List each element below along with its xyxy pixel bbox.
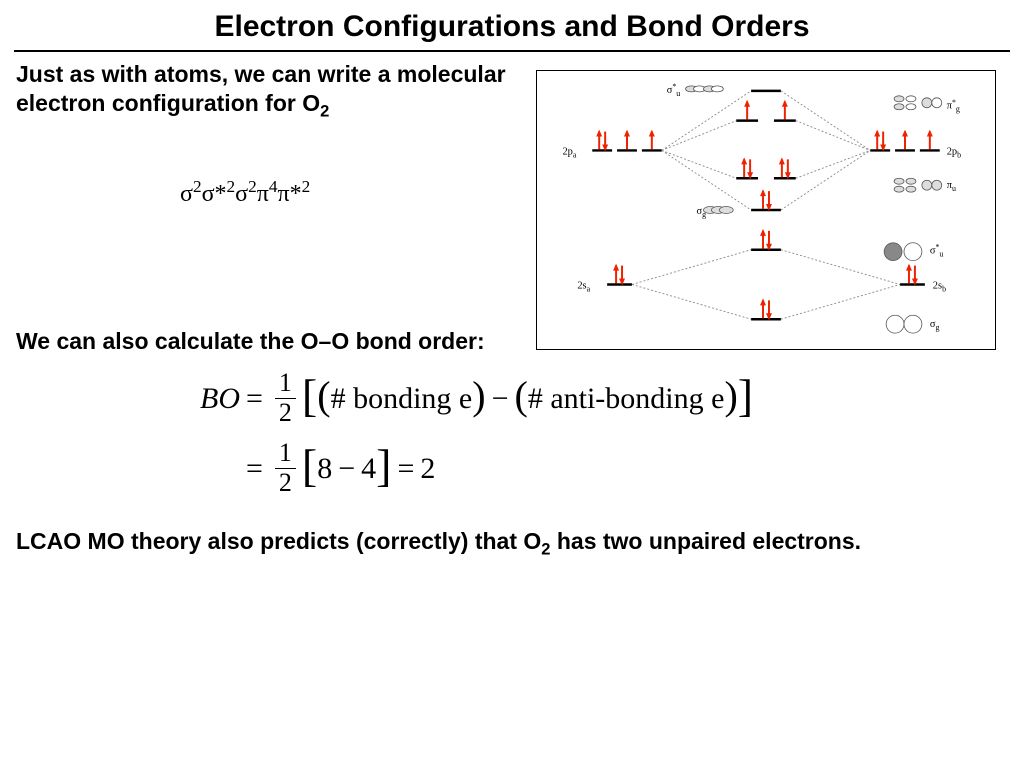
svg-text:2pb: 2pb [947, 146, 961, 159]
third-a: LCAO MO theory also predicts (correctly)… [16, 528, 541, 554]
formula-line-2: BO = 12 [ 8 − 4 ] = 2 [200, 439, 1024, 497]
rbracket-1: ] [738, 371, 753, 422]
lab-sg2-sub: g [935, 323, 939, 332]
half1-n: 1 [275, 369, 296, 399]
bond-order-formula: BO = 12 [ ( # bonding e ) − ( # anti-bon… [200, 369, 1024, 497]
half2-d: 2 [275, 469, 296, 498]
intro-part-a: Just as with atoms, we can write a molec… [16, 61, 506, 116]
cfg-e5: 2 [302, 177, 311, 196]
cfg-s4: π [257, 181, 269, 207]
antibonding-text: # anti-bonding e [528, 382, 725, 415]
lab-2pb-sub: b [957, 150, 961, 159]
minus-2: − [338, 452, 355, 485]
svg-text:σg: σg [930, 319, 940, 332]
lab-2sb-sub: b [942, 284, 946, 293]
mo-diagram-svg: 2sa 2sb σg σ*u 2pa 2pb σg πu π*g σ*u [537, 71, 995, 349]
cfg-s2: σ* [202, 181, 227, 207]
lparen-1: ( [317, 374, 330, 418]
minus-1: − [492, 382, 509, 415]
half2-n: 1 [275, 439, 296, 469]
lab-2pa-sub: a [573, 150, 577, 159]
rparen-1: ) [472, 374, 485, 418]
result: 2 [420, 452, 435, 485]
svg-text:2pa: 2pa [562, 146, 576, 159]
cfg-e3: 2 [248, 177, 257, 196]
cfg-e4: 4 [269, 177, 278, 196]
svg-text:σ*u: σ*u [930, 243, 944, 259]
half1-d: 2 [275, 399, 296, 428]
third-b: has two unpaired electrons. [550, 528, 861, 554]
cfg-e2: 2 [227, 177, 236, 196]
svg-text:2sb: 2sb [933, 280, 946, 293]
lab-2pa: 2p [562, 146, 572, 157]
cfg-s1: σ [180, 181, 193, 207]
page-title: Electron Configurations and Bond Orders [0, 0, 1024, 50]
half-2: 12 [275, 439, 296, 497]
cfg-s3: σ [235, 181, 248, 207]
svg-text:2sa: 2sa [577, 280, 590, 293]
half-1: 12 [275, 369, 296, 427]
formula-line-1: BO = 12 [ ( # bonding e ) − ( # anti-bon… [200, 369, 1024, 427]
lab-2sa: 2s [577, 280, 586, 291]
lab-2sa-sub: a [587, 284, 591, 293]
bo-symbol: BO [200, 382, 240, 415]
eq2: = [246, 452, 263, 485]
bonding-text: # bonding e [331, 382, 473, 415]
third-text: LCAO MO theory also predicts (correctly)… [0, 527, 1024, 560]
cfg-s5: π* [278, 181, 302, 207]
lab-su2-sub: u [939, 250, 943, 259]
svg-text:σ*u: σ*u [667, 82, 681, 98]
lab-2pb: 2p [947, 146, 957, 157]
calc-b: 4 [361, 452, 376, 485]
svg-text:π*g: π*g [947, 98, 960, 114]
svg-text:πu: πu [947, 180, 956, 193]
lbracket-2: [ [302, 441, 317, 492]
intro-subscript: 2 [320, 101, 329, 120]
lab-su-sub: u [676, 89, 680, 98]
mo-diagram: 2sa 2sb σg σ*u 2pa 2pb σg πu π*g σ*u [536, 70, 996, 350]
lab-2sb: 2s [933, 280, 942, 291]
intro-text: Just as with atoms, we can write a molec… [0, 52, 540, 122]
cfg-e1: 2 [193, 177, 202, 196]
rbracket-2: ] [376, 441, 391, 492]
rparen-2: ) [724, 374, 737, 418]
eq3: = [398, 452, 415, 485]
calc-a: 8 [317, 452, 332, 485]
eq1: = [246, 382, 263, 415]
lbracket-1: [ [302, 371, 317, 422]
lab-pig-sub: g [956, 105, 960, 114]
lab-piu-sub: u [952, 184, 956, 193]
lparen-2: ( [514, 374, 527, 418]
